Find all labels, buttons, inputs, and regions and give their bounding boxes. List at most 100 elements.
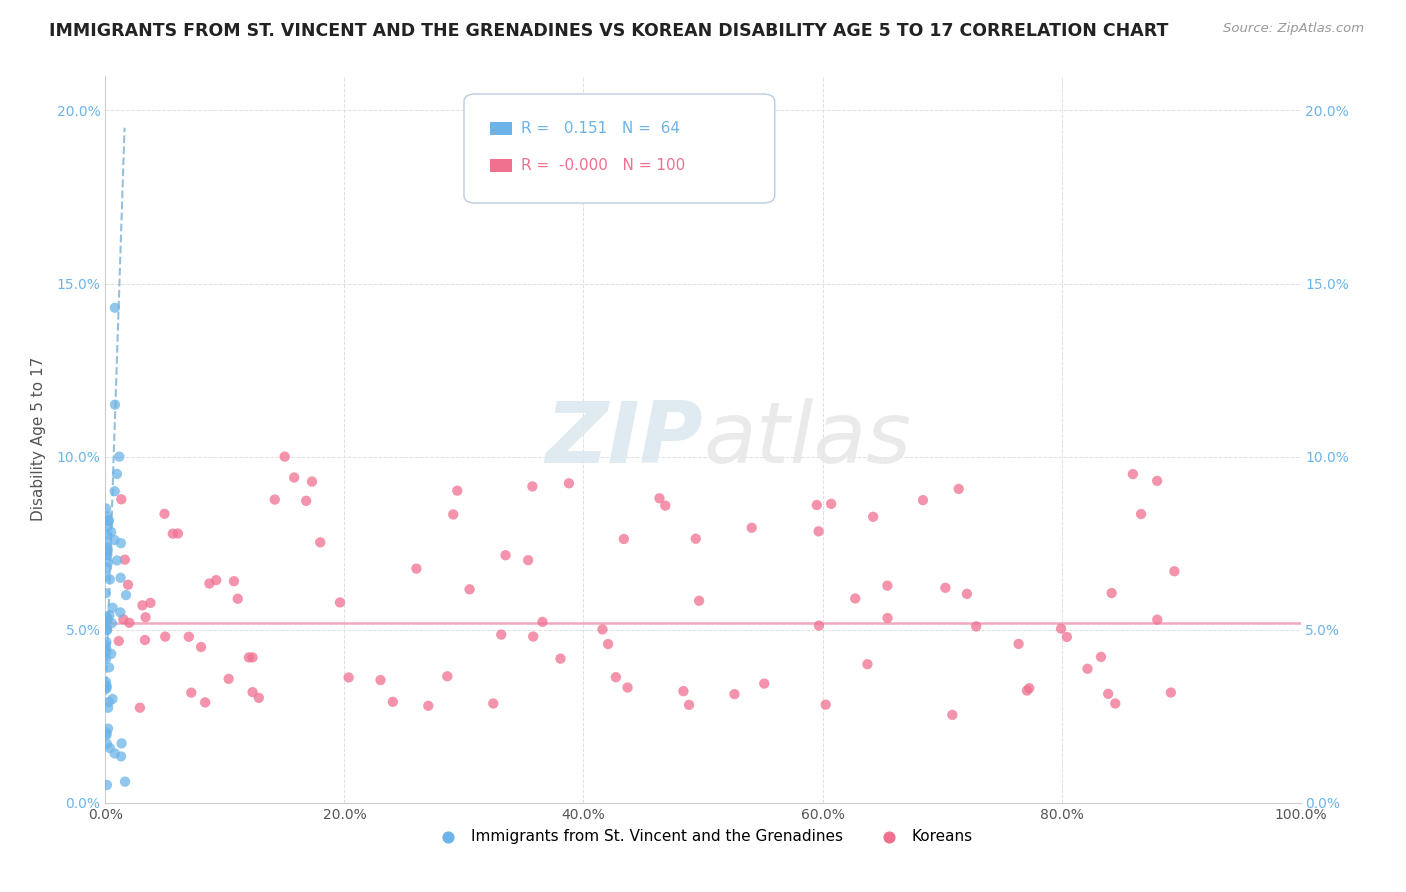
Point bbox=[96, 611, 118, 625]
Point bbox=[110, 571, 132, 585]
Point bbox=[101, 616, 124, 631]
Point bbox=[98, 741, 121, 756]
Point bbox=[1050, 622, 1073, 636]
Point bbox=[129, 700, 152, 714]
Point bbox=[1076, 662, 1098, 676]
Text: ZIP: ZIP bbox=[546, 398, 703, 481]
Point bbox=[605, 670, 627, 684]
Point bbox=[405, 561, 427, 575]
Point bbox=[117, 578, 139, 592]
Point bbox=[153, 507, 176, 521]
Point bbox=[1146, 613, 1168, 627]
Point bbox=[1097, 687, 1119, 701]
Point bbox=[96, 560, 118, 574]
Text: R =  -0.000   N = 100: R = -0.000 N = 100 bbox=[522, 158, 686, 173]
Point bbox=[94, 569, 117, 583]
Point bbox=[96, 645, 118, 659]
Point bbox=[177, 630, 200, 644]
Point bbox=[329, 595, 352, 609]
Point bbox=[96, 623, 118, 637]
Point bbox=[242, 650, 264, 665]
Point bbox=[97, 722, 120, 736]
Point bbox=[862, 509, 884, 524]
Point bbox=[104, 301, 127, 315]
Point bbox=[814, 698, 837, 712]
Point bbox=[108, 450, 131, 464]
Point bbox=[550, 651, 572, 665]
Point bbox=[98, 608, 121, 623]
Point bbox=[94, 614, 117, 628]
Point bbox=[110, 736, 132, 750]
Point bbox=[1007, 637, 1029, 651]
Point bbox=[247, 690, 270, 705]
Point bbox=[103, 533, 125, 547]
Point bbox=[337, 671, 360, 685]
Point bbox=[418, 698, 440, 713]
Point bbox=[458, 582, 481, 597]
Point bbox=[107, 634, 129, 648]
Point bbox=[96, 778, 118, 792]
Point bbox=[94, 549, 117, 563]
Point bbox=[741, 521, 763, 535]
Point bbox=[531, 615, 554, 629]
Point bbox=[97, 695, 120, 709]
Point bbox=[96, 726, 118, 740]
Point bbox=[114, 774, 136, 789]
Point bbox=[592, 623, 614, 637]
Point bbox=[1090, 649, 1112, 664]
Point bbox=[1018, 681, 1040, 696]
Point bbox=[238, 650, 260, 665]
Point bbox=[522, 479, 544, 493]
Text: Source: ZipAtlas.com: Source: ZipAtlas.com bbox=[1223, 22, 1364, 36]
Point bbox=[96, 541, 118, 555]
Point bbox=[96, 610, 118, 624]
Point bbox=[495, 190, 517, 204]
Point bbox=[94, 586, 117, 600]
Point bbox=[94, 681, 117, 696]
Point bbox=[495, 548, 517, 562]
Point bbox=[263, 492, 285, 507]
Point bbox=[242, 685, 264, 699]
Point bbox=[1160, 685, 1182, 699]
Point bbox=[105, 467, 128, 481]
Point bbox=[96, 543, 118, 558]
Point bbox=[820, 497, 842, 511]
Point bbox=[856, 657, 879, 672]
Point bbox=[1163, 564, 1185, 578]
Point bbox=[844, 591, 866, 606]
Point bbox=[1146, 474, 1168, 488]
Point bbox=[97, 544, 120, 558]
Point bbox=[104, 747, 127, 761]
Point bbox=[153, 630, 177, 644]
Point bbox=[110, 749, 132, 764]
Point bbox=[1056, 630, 1078, 644]
Text: atlas: atlas bbox=[703, 398, 911, 481]
Point bbox=[96, 679, 118, 693]
Point bbox=[309, 535, 332, 549]
Point bbox=[97, 555, 120, 569]
Point bbox=[1101, 586, 1123, 600]
Point bbox=[100, 647, 122, 661]
Point bbox=[1130, 507, 1153, 521]
Point bbox=[96, 641, 118, 656]
Point bbox=[370, 673, 392, 687]
Point bbox=[205, 573, 228, 587]
Point bbox=[94, 501, 117, 516]
Point bbox=[685, 532, 707, 546]
Point bbox=[948, 482, 970, 496]
Point bbox=[105, 553, 128, 567]
Point bbox=[754, 676, 776, 690]
Point bbox=[273, 450, 295, 464]
Point bbox=[194, 695, 217, 709]
Point bbox=[596, 637, 619, 651]
Bar bbox=[491, 159, 512, 172]
Point bbox=[96, 728, 118, 742]
Point bbox=[96, 508, 118, 523]
Point bbox=[295, 493, 318, 508]
Point bbox=[876, 611, 898, 625]
Point bbox=[222, 574, 245, 589]
Point bbox=[911, 493, 934, 508]
Point bbox=[101, 600, 124, 615]
Point bbox=[876, 579, 898, 593]
Point bbox=[558, 476, 581, 491]
